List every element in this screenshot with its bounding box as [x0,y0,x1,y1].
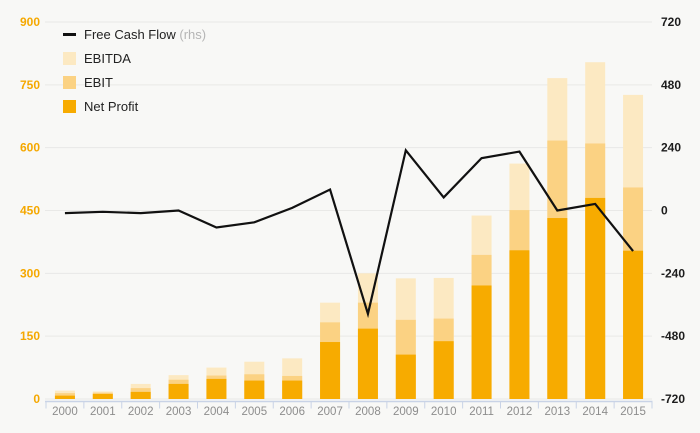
right-axis-label: 720 [661,15,681,29]
net-profit-swatch-icon [63,99,76,113]
x-axis-year-label: 2014 [582,406,608,418]
x-axis-year-label: 2007 [317,406,343,418]
right-axis-label: 0 [661,204,668,218]
bar-net-profit-2007 [320,342,341,399]
ebitda-swatch-icon [63,51,76,65]
left-axis-label: 900 [20,15,40,29]
bar-net-profit-2015 [623,250,644,399]
bar-net-profit-2009 [395,354,416,399]
legend-label: EBIT [84,74,113,90]
x-axis-year-label: 2005 [242,406,268,418]
right-axis-label: -720 [661,392,685,406]
line-marker-icon [63,32,76,36]
x-axis-year-label: 2015 [620,406,646,418]
bar-net-profit-2003 [168,383,189,399]
x-axis-year-label: 2012 [507,406,533,418]
bar-net-profit-2011 [471,285,492,399]
bar-net-profit-2012 [509,250,530,399]
chart-legend: Free Cash Flow (rhs) EBITDA EBIT Net Pro… [63,26,206,114]
x-axis-year-label: 2011 [469,406,494,418]
legend-item-free-cash-flow: Free Cash Flow (rhs) [63,26,206,42]
bar-net-profit-2014 [585,197,606,399]
bar-net-profit-2001 [92,393,113,399]
x-axis-year-label: 2010 [431,406,457,418]
x-axis-year-label: 2001 [90,406,116,418]
left-axis-label: 600 [20,141,40,155]
left-axis-label: 150 [20,329,40,343]
bar-net-profit-2013 [547,218,568,399]
right-axis-label: -480 [661,329,685,343]
bar-net-profit-2010 [433,341,454,399]
x-axis-year-label: 2003 [166,406,192,418]
right-axis-label: -240 [661,266,685,280]
bar-net-profit-2004 [206,378,227,399]
legend-label: EBITDA [84,50,131,66]
x-axis-year-label: 2013 [545,406,571,418]
legend-item-ebitda: EBITDA [63,50,206,66]
rhs-suffix: (rhs) [175,26,207,42]
bar-net-profit-2002 [130,391,151,399]
legend-item-ebit: EBIT [63,74,206,90]
bar-net-profit-2000 [54,395,75,399]
x-axis-year-label: 2006 [279,406,305,418]
legend-item-net-profit: Net Profit [63,98,206,114]
bar-net-profit-2005 [244,380,265,399]
legend-label: Free Cash Flow (rhs) [84,26,207,42]
left-axis-label: 750 [20,78,40,92]
bar-net-profit-2006 [282,380,303,399]
ebit-swatch-icon [63,75,76,89]
x-axis-year-label: 2009 [393,406,419,418]
free-cash-flow-line [64,147,634,319]
legend-label: Net Profit [84,98,139,114]
x-axis-year-label: 2008 [355,406,381,418]
right-axis-label: 480 [661,78,681,92]
left-axis-label: 300 [20,266,40,280]
left-axis-label: 450 [20,204,40,218]
x-axis-year-label: 2000 [52,406,78,418]
x-axis-year-label: 2004 [204,406,230,418]
right-axis-label: 240 [661,141,681,155]
left-axis-label: 0 [33,392,40,406]
bar-net-profit-2008 [357,328,378,399]
x-axis-year-label: 2002 [128,406,154,418]
